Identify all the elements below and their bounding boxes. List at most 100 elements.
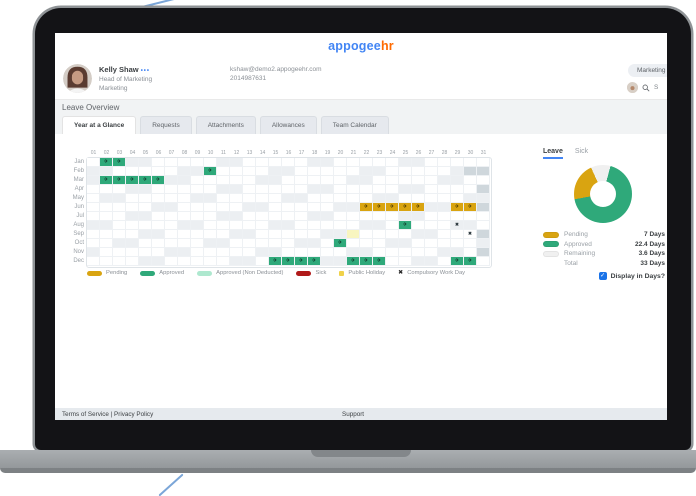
calendar-cell — [178, 221, 191, 230]
calendar-cell-approved[interactable]: ✈ — [139, 176, 152, 185]
calendar-cell — [373, 167, 386, 176]
calendar-cell-compulsory[interactable]: ✖ — [451, 221, 464, 230]
calendar-legend: Pending Approved Approved (Non Deducted) Si… — [87, 270, 465, 276]
calendar-cell — [217, 230, 230, 239]
calendar-cell — [347, 167, 360, 176]
calendar-cell-approved[interactable]: ✈ — [373, 257, 386, 266]
calendar-cell — [308, 176, 321, 185]
calendar-cell — [373, 248, 386, 257]
day-header: 24 — [389, 150, 396, 156]
calendar-cell — [464, 221, 477, 230]
calendar-cell — [204, 221, 217, 230]
summary-tab-leave[interactable]: Leave — [543, 148, 563, 159]
calendar-cell-approved[interactable]: ✈ — [334, 239, 347, 248]
user-avatar-small[interactable] — [627, 82, 638, 93]
calendar-cell — [282, 248, 295, 257]
calendar-cell-approved[interactable]: ✈ — [295, 257, 308, 266]
display-in-days-label: Display in Days? — [610, 272, 665, 280]
calendar-cell-pending[interactable]: ✈ — [464, 203, 477, 212]
calendar-cell — [126, 230, 139, 239]
legend-item-approved_nd: Approved (Non Deducted) — [197, 270, 283, 276]
calendar-cell — [100, 239, 113, 248]
calendar-cell — [425, 158, 438, 167]
calendar-cell-approved[interactable]: ✈ — [308, 257, 321, 266]
calendar-cell — [282, 185, 295, 194]
calendar-cell-approved[interactable]: ✈ — [269, 257, 282, 266]
calendar-cell — [412, 167, 425, 176]
calendar-cell — [243, 221, 256, 230]
calendar-cell-approved[interactable]: ✈ — [126, 176, 139, 185]
tab-year-at-a-glance[interactable]: Year at a Glance — [62, 116, 137, 134]
tab-attachments[interactable]: Attachments — [195, 116, 256, 134]
calendar-cell — [243, 257, 256, 266]
calendar-cell — [126, 203, 139, 212]
calendar-cell-approved[interactable]: ✈ — [360, 257, 373, 266]
calendar-cell-approved[interactable]: ✈ — [113, 176, 126, 185]
calendar-cell-approved[interactable]: ✈ — [282, 257, 295, 266]
calendar-cell-approved[interactable]: ✈ — [113, 158, 126, 167]
calendar-plot-border — [86, 157, 492, 268]
calendar-cell-approved[interactable]: ✈ — [347, 257, 360, 266]
calendar-cell — [126, 194, 139, 203]
summary-tab-sick[interactable]: Sick — [574, 148, 589, 155]
footer-terms-privacy-link[interactable]: Terms of Service | Privacy Policy — [62, 411, 154, 418]
employee-avatar[interactable] — [63, 64, 92, 93]
calendar-cell — [425, 212, 438, 221]
calendar-cell — [412, 239, 425, 248]
calendar-cell-approved[interactable]: ✈ — [152, 176, 165, 185]
legend-label: Sick — [315, 270, 327, 276]
calendar-cell — [243, 185, 256, 194]
calendar-cell — [100, 212, 113, 221]
calendar-cell — [334, 203, 347, 212]
team-pill-button[interactable]: Marketing — [628, 64, 667, 77]
tab-team-calendar[interactable]: Team Calendar — [320, 116, 389, 134]
calendar-cell — [295, 203, 308, 212]
footer-support-link[interactable]: Support — [342, 411, 365, 418]
calendar-cell — [347, 212, 360, 221]
calendar-cell-approved[interactable]: ✈ — [100, 176, 113, 185]
calendar-cell — [243, 212, 256, 221]
calendar-cell-pending[interactable]: ✈ — [373, 203, 386, 212]
summary-rows: Pending 7 Days Approved 22.4 Days Remaining 3… — [543, 230, 665, 268]
calendar-cell — [243, 158, 256, 167]
calendar-cell — [451, 194, 464, 203]
calendar-cell — [438, 221, 451, 230]
tab-allowances[interactable]: Allowances — [259, 116, 317, 134]
calendar-cell-pending[interactable]: ✈ — [386, 203, 399, 212]
leave-summary-panel: Leave Sick Pending 7 Days Approved 22.4 Day… — [543, 148, 665, 298]
calendar-cell-pending[interactable]: ✈ — [451, 203, 464, 212]
calendar-cell — [256, 176, 269, 185]
display-in-days-checkbox[interactable]: ✓ — [598, 272, 607, 280]
calendar-cell-approved[interactable]: ✈ — [100, 158, 113, 167]
tab-requests[interactable]: Requests — [140, 116, 192, 134]
calendar-cell — [386, 176, 399, 185]
calendar-cell-pending[interactable]: ✈ — [412, 203, 425, 212]
search-input[interactable]: S — [654, 84, 659, 91]
calendar-cell-holiday[interactable] — [347, 230, 360, 239]
calendar-cell-approved[interactable]: ✈ — [399, 221, 412, 230]
calendar-cell — [399, 185, 412, 194]
calendar-cell-pending[interactable]: ✈ — [360, 203, 373, 212]
profile-menu-icon[interactable]: ••• — [140, 68, 151, 74]
calendar-cell-approved[interactable]: ✈ — [464, 257, 477, 266]
calendar-cell — [334, 212, 347, 221]
search-icon[interactable] — [642, 84, 650, 92]
calendar-cell — [477, 158, 490, 167]
calendar-cell-approved[interactable]: ✈ — [204, 167, 217, 176]
calendar-cell — [282, 221, 295, 230]
calendar-cell — [256, 221, 269, 230]
legend-item-pending: Pending — [87, 270, 127, 276]
calendar-cell — [230, 203, 243, 212]
calendar-cell-pending[interactable]: ✈ — [399, 203, 412, 212]
calendar-cell — [334, 194, 347, 203]
day-header: 02 — [103, 150, 110, 156]
calendar-cell — [87, 158, 100, 167]
calendar-cell-approved[interactable]: ✈ — [451, 257, 464, 266]
month-label: Nov — [73, 249, 84, 255]
avatar-photo — [63, 64, 92, 93]
calendar-cell-compulsory[interactable]: ✖ — [464, 230, 477, 239]
calendar-cell — [399, 230, 412, 239]
day-header: 09 — [194, 150, 201, 156]
calendar-cell — [191, 167, 204, 176]
calendar-cell — [139, 212, 152, 221]
